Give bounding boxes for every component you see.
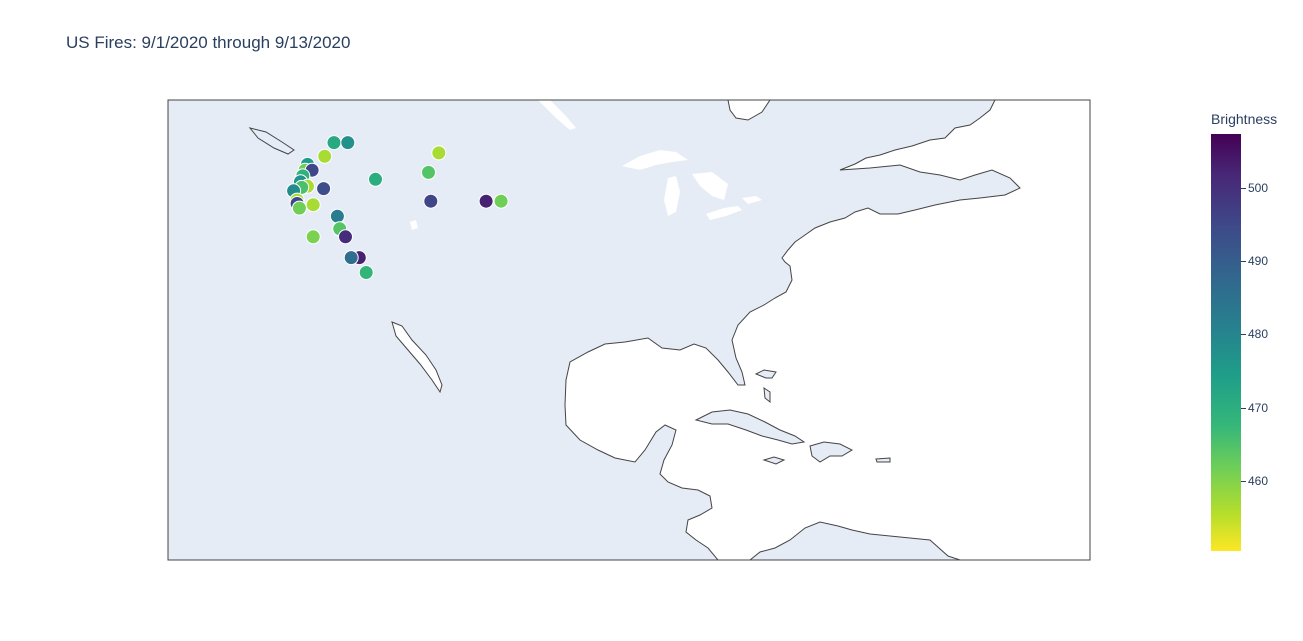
lake-superior: [622, 150, 688, 170]
lake-erie: [706, 206, 742, 220]
great-salt-lake: [410, 220, 418, 230]
lake-ontario: [742, 196, 762, 204]
gulf-of-california: [391, 321, 443, 394]
colorbar: [1211, 134, 1241, 551]
fire-markers[interactable]: [286, 135, 509, 280]
map-frame: [167, 99, 1091, 561]
colorbar-tick-label: 460: [1248, 474, 1269, 489]
fire-marker[interactable]: [368, 171, 383, 187]
fire-marker[interactable]: [478, 193, 494, 209]
cuba: [694, 409, 806, 445]
lake-michigan: [664, 176, 680, 216]
jamaica: [762, 456, 786, 465]
fire-marker[interactable]: [329, 208, 345, 224]
fire-marker[interactable]: [316, 181, 332, 197]
north-america-land: [168, 100, 1021, 560]
colorbar-tick-mark: [1241, 334, 1246, 336]
colorbar-tick-mark: [1241, 407, 1246, 409]
fire-marker[interactable]: [291, 200, 307, 216]
colorbar-tick-label: 470: [1248, 400, 1269, 415]
fire-marker[interactable]: [423, 193, 439, 209]
colorbar-tick-mark: [1241, 261, 1246, 262]
fire-marker[interactable]: [343, 250, 359, 266]
south-america-land: [749, 521, 961, 560]
vancouver-island: [248, 127, 295, 155]
fire-marker[interactable]: [431, 145, 447, 161]
fire-marker[interactable]: [340, 135, 356, 151]
hispaniola: [809, 441, 854, 463]
colorbar-tick-label: 500: [1248, 180, 1269, 195]
colorbar-title: Brightness: [1211, 111, 1278, 127]
fire-marker[interactable]: [338, 229, 353, 245]
lake-huron: [692, 172, 728, 200]
colorbar-tick-label: 480: [1248, 327, 1269, 342]
colorbar-tick-mark: [1241, 187, 1246, 189]
page-title: US Fires: 9/1/2020 through 9/13/2020: [66, 33, 351, 52]
puerto-rico: [875, 457, 891, 463]
fire-marker[interactable]: [317, 148, 333, 164]
fire-marker[interactable]: [358, 265, 374, 280]
lake-winnipeg: [538, 100, 576, 130]
hudson-bay: [727, 100, 771, 121]
fire-marker[interactable]: [421, 164, 436, 180]
fire-marker[interactable]: [326, 135, 342, 151]
colorbar-tick-mark: [1241, 481, 1246, 483]
fire-marker[interactable]: [305, 197, 321, 213]
colorbar-tick-label: 490: [1248, 254, 1269, 268]
fire-marker[interactable]: [493, 193, 509, 209]
fire-marker[interactable]: [305, 229, 321, 245]
bahamas: [754, 369, 777, 404]
